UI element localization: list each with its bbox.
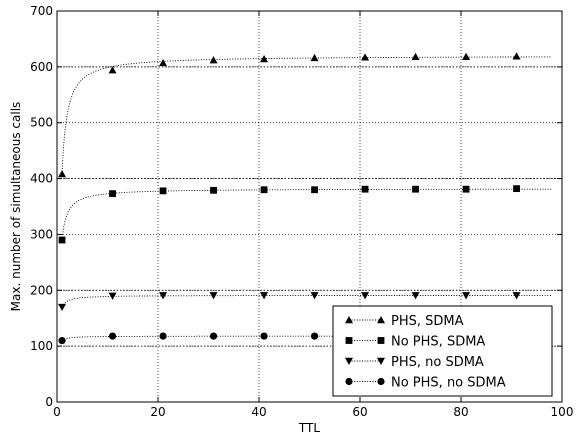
data-point-series-4 <box>58 336 66 345</box>
data-point-series-4 <box>159 332 167 340</box>
data-point-series-2 <box>513 185 520 193</box>
data-point-series-1 <box>310 53 319 62</box>
data-point-series-3 <box>58 303 67 312</box>
x-tick-label: 40 <box>251 405 266 419</box>
y-tick-label: 700 <box>30 4 53 18</box>
legend-label: PHS, no SDMA <box>391 355 484 370</box>
data-point-series-3 <box>462 292 471 300</box>
plot-frame <box>56 10 563 403</box>
data-point-series-4 <box>260 332 268 340</box>
data-point-series-3 <box>108 292 117 300</box>
data-point-series-1 <box>108 66 117 74</box>
data-point-series-3 <box>411 292 420 300</box>
data-point-series-3 <box>159 292 168 300</box>
data-point-series-2 <box>260 186 268 194</box>
y-tick-label: 300 <box>30 227 53 241</box>
x-tick-label: 60 <box>352 405 367 419</box>
x-tick-label: 0 <box>53 405 61 419</box>
x-axis-ticks: 0 20 40 60 80 100 <box>53 11 573 419</box>
x-tick-label: 100 <box>551 405 574 419</box>
y-tick-label: 100 <box>30 339 53 353</box>
data-point-series-2 <box>58 236 66 244</box>
data-point-series-1 <box>411 52 420 61</box>
data-point-series-1 <box>209 56 218 64</box>
data-point-series-3 <box>310 292 319 300</box>
data-point-series-2 <box>210 186 217 194</box>
legend-marker <box>345 316 353 324</box>
data-point-series-4 <box>209 332 218 340</box>
y-tick-label: 600 <box>30 60 53 74</box>
data-point-series-2 <box>462 185 470 193</box>
data-point-series-2 <box>361 185 369 193</box>
data-point-series-1 <box>512 52 521 60</box>
y-tick-label: 500 <box>30 116 53 130</box>
y-tick-label: 400 <box>30 172 53 186</box>
data-point-series-3 <box>361 292 370 300</box>
legend-marker <box>377 337 385 344</box>
data-point-series-2 <box>159 187 167 195</box>
fit-curve-series-1 <box>61 56 552 175</box>
data-point-series-4 <box>310 332 319 340</box>
reference-lines <box>57 66 562 347</box>
x-axis-label: TTL <box>298 421 320 435</box>
legend-marker <box>345 357 353 365</box>
data-point-series-3 <box>260 292 269 300</box>
legend-label: No PHS, no SDMA <box>391 376 506 391</box>
data-point-series-1 <box>159 58 168 67</box>
data-point-series-4 <box>108 332 117 340</box>
legend-marker <box>345 377 353 386</box>
fit-curves <box>61 56 552 341</box>
y-axis-label: Max. number of simultaneous calls <box>9 102 23 312</box>
legend: PHS, SDMA No PHS, SDMA PHS, no SDMA No PHS,… <box>332 305 553 397</box>
legend-marker <box>377 377 385 386</box>
legend-marker <box>345 337 353 344</box>
legend-marker <box>377 357 385 365</box>
data-point-series-3 <box>209 292 218 300</box>
data-point-series-2 <box>412 185 419 193</box>
data-point-series-1 <box>361 53 370 61</box>
data-point-series-1 <box>260 55 269 63</box>
x-tick-label: 20 <box>150 405 165 419</box>
data-markers <box>58 52 521 345</box>
y-tick-label: 0 <box>45 395 53 409</box>
legend-label: PHS, SDMA <box>391 314 464 329</box>
data-point-series-3 <box>512 292 521 300</box>
data-point-series-1 <box>462 52 471 61</box>
y-tick-label: 200 <box>30 283 53 297</box>
data-point-series-2 <box>311 186 318 194</box>
fit-curve-series-3 <box>61 294 552 308</box>
y-axis-ticks: 0 100 200 300 400 500 600 700 <box>30 4 562 409</box>
data-point-series-2 <box>109 190 116 198</box>
legend-box <box>332 305 553 397</box>
legend-marker <box>377 316 385 324</box>
data-point-series-1 <box>58 170 67 178</box>
legend-label: No PHS, SDMA <box>391 335 485 350</box>
fit-curve-series-2 <box>61 188 552 241</box>
x-tick-label: 80 <box>453 405 468 419</box>
